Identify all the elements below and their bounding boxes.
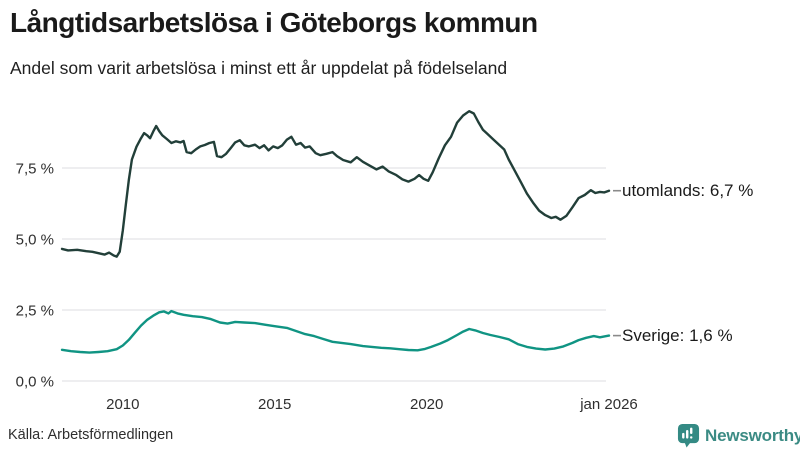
series-line-utomlands	[60, 109, 611, 258]
y-tick-label: 7,5 %	[16, 161, 54, 178]
series-label-utomlands: utomlands: 6,7 %	[622, 181, 754, 200]
y-tick-label: 5,0 %	[16, 232, 54, 249]
x-tick-label: 2010	[106, 396, 139, 413]
brand-name: Newsworthy	[705, 425, 800, 445]
brand-logo: Newsworthy	[677, 423, 800, 448]
y-tick-label: 0,0 %	[16, 374, 54, 391]
x-tick-label: 2015	[258, 396, 291, 413]
series-line-sverige	[60, 309, 611, 354]
newsworthy-speech-bubble-barchart-icon	[677, 423, 700, 448]
y-tick-label: 2,5 %	[16, 303, 54, 320]
chart-subtitle: Andel som varit arbetslösa i minst ett å…	[10, 58, 508, 78]
x-tick-label: 2020	[410, 396, 443, 413]
series-label-sverige: Sverige: 1,6 %	[622, 326, 733, 345]
source-note: Källa: Arbetsförmedlingen	[8, 427, 174, 443]
page-title: Långtidsarbetslösa i Göteborgs kommun	[10, 7, 538, 38]
x-tick-label: jan 2026	[579, 396, 638, 413]
